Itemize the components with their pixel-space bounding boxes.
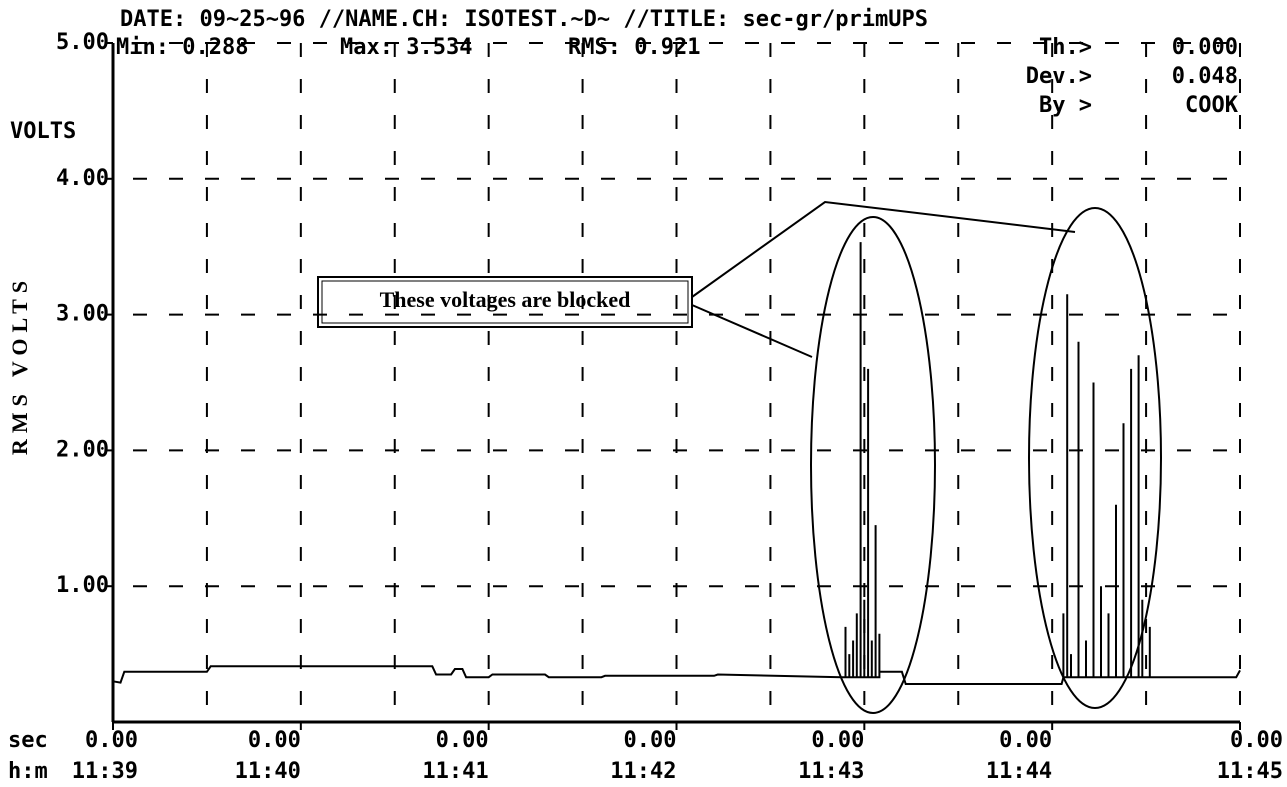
x-tick-sec-label: 0.00 [999, 728, 1052, 753]
x-tick-label: 11:42 [610, 759, 676, 784]
y-tick-label: 3.00 [56, 302, 109, 327]
annotation-arrow [691, 304, 813, 358]
x-tick-sec-label: 0.00 [248, 728, 301, 753]
stat-max: Max: 3.534 [340, 35, 472, 60]
x-time-label: h:m [8, 759, 48, 784]
units-label: VOLTS [10, 119, 76, 144]
y-tick-label: 2.00 [56, 437, 109, 462]
x-tick-label: 11:40 [235, 759, 301, 784]
annotation-arrow [691, 200, 1076, 298]
y-tick-label: 5.00 [56, 30, 109, 55]
x-tick-sec-label: 0.00 [436, 728, 489, 753]
x-tick-label: 11:44 [986, 759, 1052, 784]
setting-value: 0.000 [1172, 35, 1238, 60]
y-tick-label: 4.00 [56, 166, 109, 191]
x-tick-sec-label: 0.00 [811, 728, 864, 753]
annotation-box [317, 276, 693, 328]
x-tick-sec-label: 0.00 [85, 728, 138, 753]
x-tick-sec-label: 0.00 [624, 728, 677, 753]
highlight-ellipse [810, 216, 936, 714]
x-sec-label: sec [8, 728, 48, 753]
highlight-ellipse [1028, 207, 1162, 709]
x-tick-label: 11:45 [1217, 759, 1283, 784]
setting-value: 0.048 [1172, 64, 1238, 89]
y-axis-label: RMS VOLTS [7, 275, 32, 455]
setting-label: Dev.> [1026, 64, 1092, 89]
chart-title: DATE: 09~25~96 //NAME.CH: ISOTEST.~D~ //… [120, 7, 928, 32]
x-tick-label: 11:41 [422, 759, 488, 784]
setting-value: COOK [1185, 93, 1239, 118]
annotation: These voltages are blocked [317, 200, 1162, 714]
stat-min: Min: 0.288 [116, 35, 248, 60]
x-tick-label: 11:43 [798, 759, 864, 784]
data-line [112, 242, 1241, 685]
y-tick-label: 1.00 [56, 573, 109, 598]
annotation-text: These voltages are blocked [380, 287, 631, 312]
stat-rms: RMS: 0.921 [568, 35, 700, 60]
annotation-box-inner [321, 280, 689, 324]
x-tick-sec-label: 0.00 [1230, 728, 1283, 753]
setting-label: Th.> [1039, 35, 1092, 60]
x-tick-label: 11:39 [72, 759, 138, 784]
setting-label: By > [1039, 93, 1092, 118]
